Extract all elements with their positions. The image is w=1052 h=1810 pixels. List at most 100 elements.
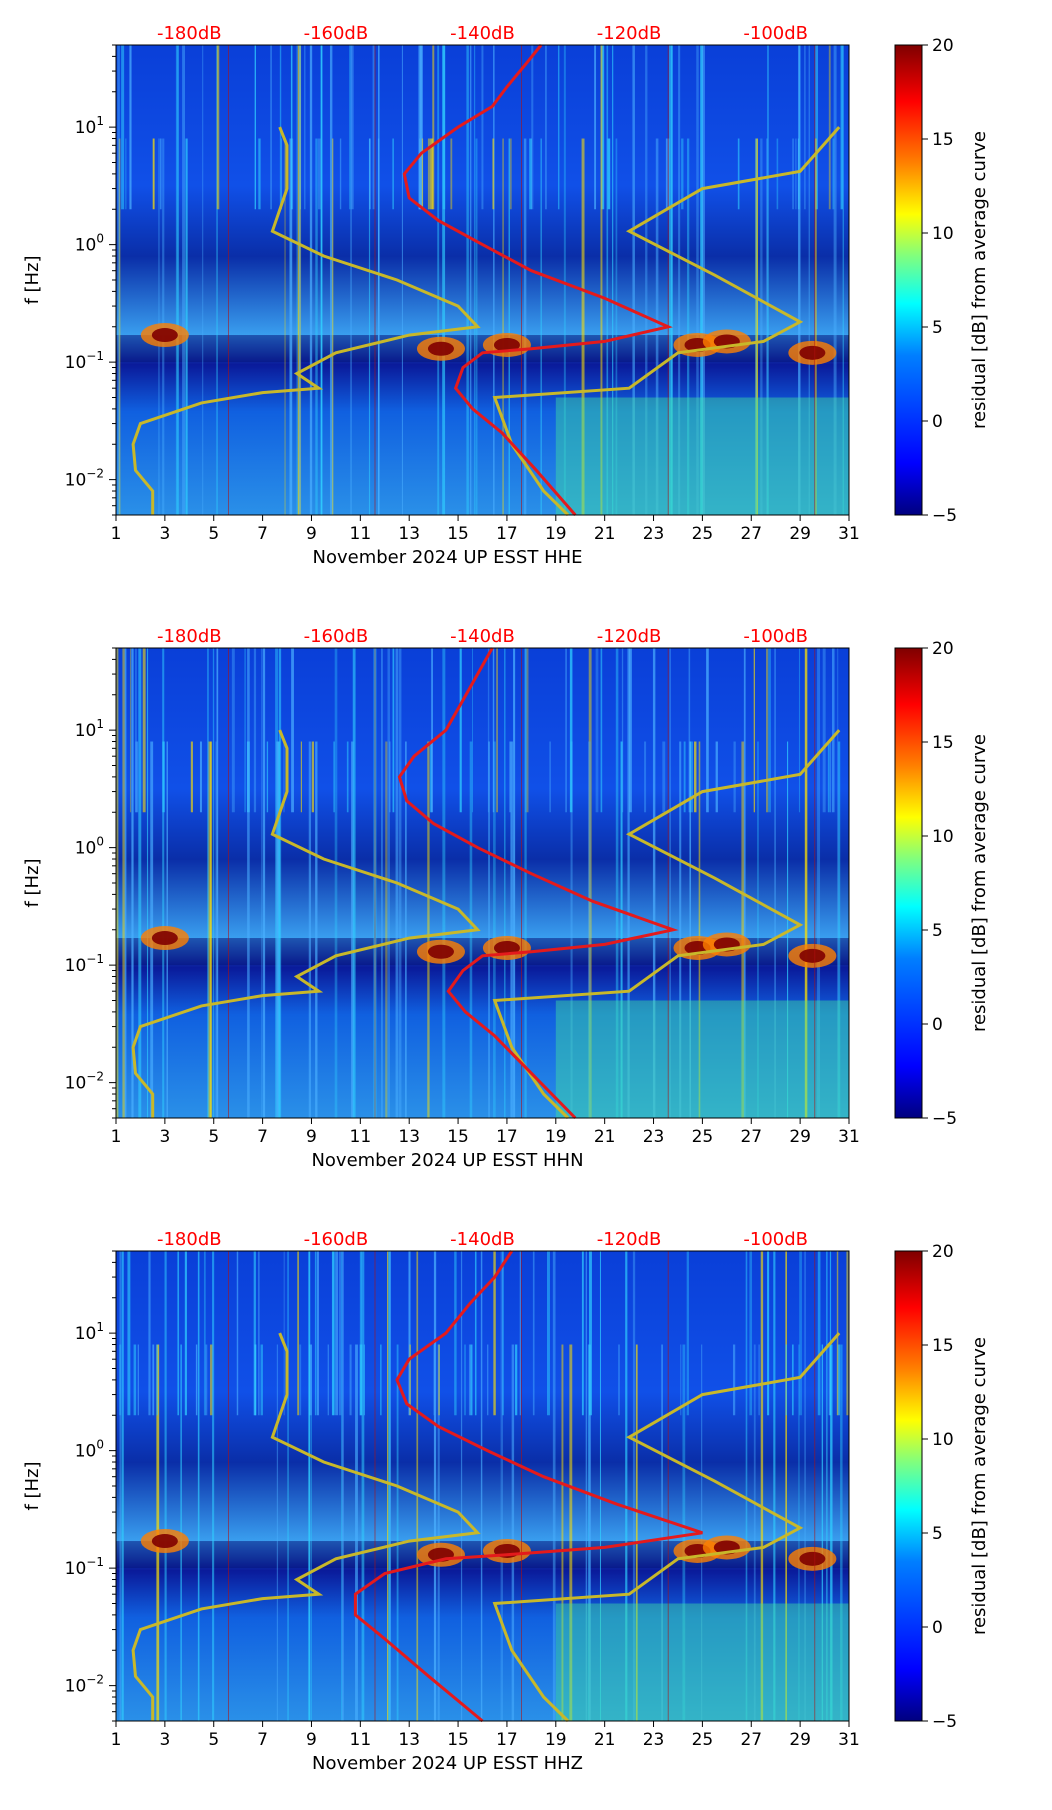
x-tick-label: 7 [257,1127,268,1147]
x-tick-label: 17 [496,524,518,544]
spectral-streak [244,648,246,813]
spectral-streak [203,1251,206,1416]
db-label: -100dB [743,626,808,647]
x-tick-label: 21 [594,1730,616,1750]
spectral-streak [352,648,356,1118]
spectral-streak [787,741,789,1118]
spectral-streak [804,1251,806,1721]
x-tick-label: 1 [111,1127,122,1147]
spectral-streak [291,648,294,813]
y-axis-label: f [Hz] [22,1461,43,1510]
spectral-streak [300,741,302,813]
x-tick-label: 21 [594,524,616,544]
spectral-streak [380,1344,382,1416]
spectral-streak [334,648,338,1118]
colorbar [894,44,923,516]
spectral-streak [182,45,186,515]
spectral-streak [808,45,811,515]
spectral-streak [315,138,318,515]
spectral-streak [389,1251,391,1721]
spectral-streak [369,138,371,210]
spectral-streak [552,1251,556,1721]
spectral-streak [481,45,484,210]
spectral-streak [470,1344,473,1416]
spectral-streak [652,648,656,1118]
spectral-streak [757,741,759,1118]
spectral-streak [546,1251,550,1416]
spectral-streak [524,648,527,1118]
spectrogram-area [116,648,849,1118]
colorbar-tick-label: 10 [932,224,954,244]
x-tick-label: 25 [692,1127,714,1147]
y-tick-label: 100 [75,1438,104,1462]
spectral-streak [557,45,560,210]
x-tick-label: 31 [838,1730,860,1750]
spectral-streak [540,138,542,515]
spectral-streak [175,45,178,515]
spectral-streak [329,45,333,515]
y-tick-label: 101 [75,1320,104,1344]
colorbar-tick-label: 15 [932,1336,954,1356]
spectral-streak [421,138,424,210]
spectral-streak [829,1251,832,1416]
spectral-streak [442,648,446,1118]
spectral-streak [817,648,821,1118]
spectral-streak [469,45,472,515]
spectral-streak [289,138,293,515]
spectral-streak [208,741,212,1118]
storm-core [799,948,826,963]
x-tick-label: 9 [306,524,317,544]
spectral-streak [138,648,142,1118]
spectral-streak [341,1251,343,1721]
spectral-streak [549,741,551,813]
x-tick-label: 9 [306,1127,317,1147]
spectral-streak [197,1251,200,1721]
spectral-streak [317,1251,319,1416]
x-tick-label: 31 [838,524,860,544]
spectral-streak [523,138,527,515]
x-tick-label: 1 [111,1730,122,1750]
spectral-streak [702,45,705,515]
low-frequency-zone [555,397,849,515]
colorbar-label: residual [dB] from average curve [969,734,990,1032]
spectral-streak [299,1344,302,1416]
spectral-streak [827,741,830,813]
spectral-streak [785,1251,788,1721]
spectral-streak [706,648,709,813]
x-tick-label: 11 [350,1127,372,1147]
spectral-streak [216,45,220,210]
spectral-streak [468,1344,471,1416]
storm-core [151,1534,178,1549]
spectral-streak [594,45,597,210]
x-tick-label: 23 [643,1127,665,1147]
colorbar [894,647,923,1119]
y-tick-label: 100 [75,232,104,256]
spectral-streak [297,45,301,515]
spectral-streak [627,648,630,1118]
spectral-streak [433,1251,437,1721]
spectral-streak [231,648,235,813]
spectral-streak [195,1344,198,1416]
x-tick-label: 15 [447,1730,469,1750]
spectral-streak [119,1344,122,1416]
spectral-streak [125,138,127,210]
spectral-streak [137,1344,139,1416]
spectral-streak [276,741,279,1118]
spectral-streak [758,1344,760,1416]
spectral-streak [515,1344,518,1416]
x-tick-label: 23 [643,1730,665,1750]
spectral-streak [148,1251,151,1416]
spectral-streak [199,741,202,813]
spectral-streak [388,1251,391,1721]
x-tick-label: 3 [159,524,170,544]
spectral-streak [454,1251,457,1416]
spectral-streak [741,741,745,1118]
low-frequency-zone [555,1000,849,1118]
spectral-streak [308,1251,310,1721]
yellow-noise-model-low [131,1332,481,1721]
colorbar-label: residual [dB] from average curve [969,131,990,429]
x-tick-label: 13 [398,524,420,544]
spectral-streak [753,648,755,813]
colorbar-tick-label: −5 [932,1712,957,1732]
x-tick-label: 25 [692,524,714,544]
